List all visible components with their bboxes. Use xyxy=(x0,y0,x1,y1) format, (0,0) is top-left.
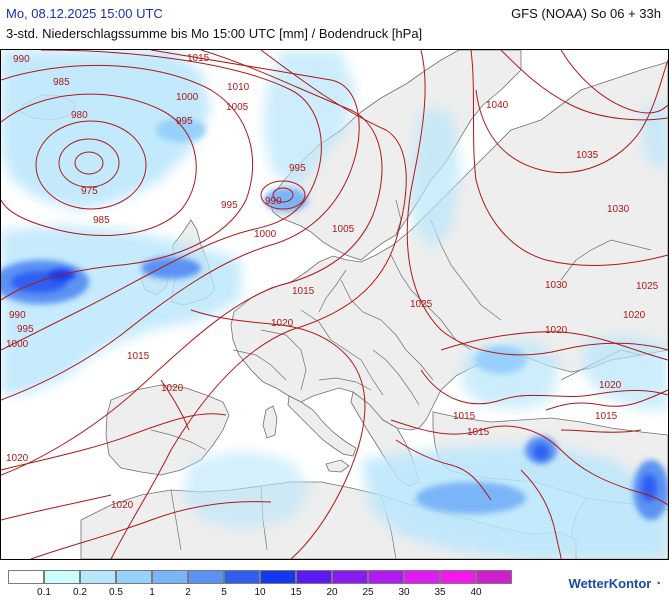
isobar-label: 1010 xyxy=(227,82,250,93)
isobar-label: 995 xyxy=(289,163,306,174)
isobar-label: 1030 xyxy=(545,280,568,291)
wetterkontor-logo-icon: ◔ xyxy=(654,577,661,590)
model-run-title: GFS (NOAA) So 06 + 33h xyxy=(511,6,661,21)
italy xyxy=(287,395,357,457)
isobar-label: 995 xyxy=(17,324,34,335)
isobar-label: 1005 xyxy=(226,102,249,113)
legend-swatch xyxy=(8,570,44,584)
isobar-label: 1015 xyxy=(127,351,150,362)
legend-swatch xyxy=(260,570,296,584)
iberia xyxy=(105,384,230,476)
isobar-label: 1015 xyxy=(292,286,315,297)
legend-swatch xyxy=(404,570,440,584)
isobar-label: 1020 xyxy=(111,500,134,511)
isobar-label: 1020 xyxy=(161,383,184,394)
isobar-label: 1020 xyxy=(271,318,294,329)
legend-swatch xyxy=(296,570,332,584)
isobar-label: 975 xyxy=(81,186,98,197)
sardinia xyxy=(262,405,278,439)
isobar-value-labels: 990 985 980 975 985 990 995 1000 1015 10… xyxy=(6,53,659,511)
sicily xyxy=(325,459,350,473)
isobar-label: 1015 xyxy=(467,427,490,438)
isobar-label: 1020 xyxy=(545,325,568,336)
isobar-label: 1015 xyxy=(453,411,476,422)
legend-label: 25 xyxy=(362,587,374,598)
isobar-label: 1040 xyxy=(486,100,509,111)
legend-swatch xyxy=(224,570,260,584)
legend-label: 5 xyxy=(221,587,227,598)
legend-swatch xyxy=(368,570,404,584)
isobar-label: 990 xyxy=(13,54,30,65)
legend-swatch xyxy=(332,570,368,584)
legend-swatch xyxy=(152,570,188,584)
legend-swatch xyxy=(116,570,152,584)
legend-label: 10 xyxy=(254,587,266,598)
isobar-label: 1020 xyxy=(623,310,646,321)
isobar-label: 1005 xyxy=(332,224,355,235)
legend-label: 35 xyxy=(434,587,446,598)
isobar-label: 1000 xyxy=(6,339,29,350)
isobar-lines xyxy=(1,50,668,559)
wetterkontor-brand[interactable]: WetterKontor ◔ xyxy=(569,576,661,591)
weather-map: 990 985 980 975 985 990 995 1000 1015 10… xyxy=(0,49,669,560)
legend-label: 15 xyxy=(290,587,302,598)
continental-europe xyxy=(230,61,668,431)
map-subtitle: 3-std. Niederschlagssumme bis Mo 15:00 U… xyxy=(6,26,423,41)
legend-label: 20 xyxy=(326,587,338,598)
isobar-label: 985 xyxy=(93,215,110,226)
isobar-label: 1015 xyxy=(595,411,618,422)
legend-label: 1 xyxy=(149,587,155,598)
legend-swatch xyxy=(188,570,224,584)
isobar-label: 1020 xyxy=(599,380,622,391)
legend-label: 0.2 xyxy=(73,587,87,598)
isobar-label: 990 xyxy=(265,196,282,207)
legend-swatch xyxy=(80,570,116,584)
isobar-label: 1000 xyxy=(254,229,277,240)
isobar-label: 1025 xyxy=(636,281,659,292)
isobar-label: 1000 xyxy=(176,92,199,103)
legend-swatch xyxy=(440,570,476,584)
isobar-label: 1025 xyxy=(410,299,433,310)
isobar-label: 1035 xyxy=(576,150,599,161)
legend-label: 2 xyxy=(185,587,191,598)
isobar-label: 995 xyxy=(176,116,193,127)
isobar-label: 1015 xyxy=(187,53,210,64)
legend-swatch xyxy=(44,570,80,584)
isobar-label: 990 xyxy=(9,310,26,321)
isobar-label: 980 xyxy=(71,110,88,121)
legend-label: 30 xyxy=(398,587,410,598)
map-date-title: Mo, 08.12.2025 15:00 UTC xyxy=(6,6,163,21)
legend-swatch xyxy=(476,570,512,584)
isobar-label: 1020 xyxy=(6,453,29,464)
isobar-label: 985 xyxy=(53,77,70,88)
brand-name: WetterKontor xyxy=(568,576,652,591)
legend-label: 0.5 xyxy=(109,587,123,598)
isobar-label: 1030 xyxy=(607,204,630,215)
isobar-label: 995 xyxy=(221,200,238,211)
legend-label: 0.1 xyxy=(37,587,51,598)
legend-label: 40 xyxy=(470,587,482,598)
